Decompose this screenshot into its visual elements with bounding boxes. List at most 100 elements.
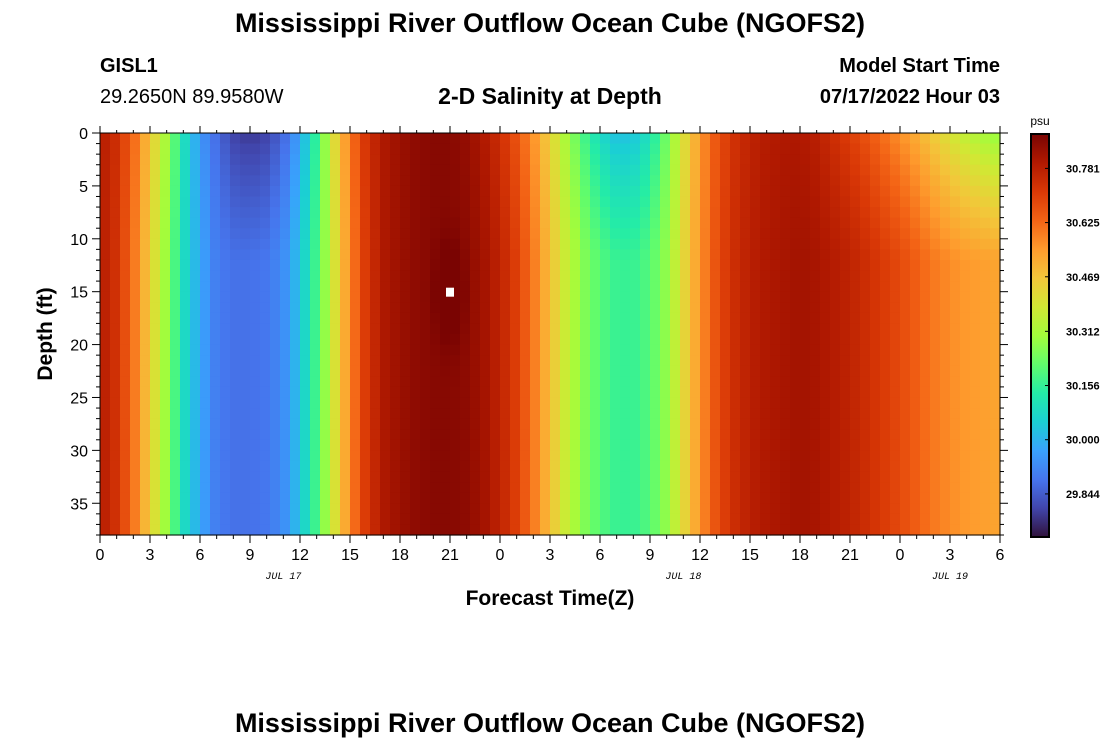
heatmap-cell xyxy=(910,355,921,367)
heatmap-cell xyxy=(400,334,411,346)
heatmap-cell xyxy=(980,460,991,473)
heatmap-cell xyxy=(500,133,511,145)
heatmap-cell xyxy=(870,164,881,176)
heatmap-cell xyxy=(390,386,401,399)
heatmap-cell xyxy=(130,249,141,261)
heatmap-cell xyxy=(810,355,821,367)
heatmap-cell xyxy=(280,164,291,176)
heatmap-cell xyxy=(640,185,651,198)
heatmap-cell xyxy=(680,460,691,473)
heatmap-cell xyxy=(120,429,131,441)
heatmap-cell xyxy=(640,408,651,420)
heatmap-cell xyxy=(620,196,631,208)
heatmap-cell xyxy=(190,513,201,526)
heatmap-cell xyxy=(570,249,581,261)
heatmap-cell xyxy=(720,460,731,473)
heatmap-cell xyxy=(100,408,111,420)
heatmap-cell xyxy=(450,429,461,441)
heatmap-cell xyxy=(180,185,191,198)
heatmap-cell xyxy=(510,164,521,176)
heatmap-cell xyxy=(160,249,171,261)
heatmap-cell xyxy=(870,492,881,504)
heatmap-cell xyxy=(770,217,781,229)
heatmap-cell xyxy=(570,270,581,282)
heatmap-cell xyxy=(480,291,491,303)
heatmap-cell xyxy=(560,312,571,325)
heatmap-cell xyxy=(130,133,141,145)
heatmap-cell xyxy=(220,376,231,388)
heatmap-cell xyxy=(320,281,331,293)
heatmap-cell xyxy=(860,217,871,229)
heatmap-cell xyxy=(400,355,411,367)
heatmap-cell xyxy=(160,323,171,335)
heatmap-cell xyxy=(840,503,851,515)
heatmap-cell xyxy=(660,312,671,325)
heatmap-cell xyxy=(950,259,961,272)
heatmap-cell xyxy=(580,439,591,451)
heatmap-cell xyxy=(130,460,141,473)
heatmap-cell xyxy=(960,334,971,346)
heatmap-cell xyxy=(640,259,651,272)
heatmap-cell xyxy=(370,228,381,240)
heatmap-cell xyxy=(260,365,271,377)
heatmap-cell xyxy=(540,524,551,536)
heatmap-cell xyxy=(700,450,711,462)
heatmap-cell xyxy=(370,196,381,208)
heatmap-cell xyxy=(650,312,661,325)
heatmap-cell xyxy=(710,133,721,145)
heatmap-cell xyxy=(640,175,651,187)
heatmap-cell xyxy=(830,408,841,420)
heatmap-cell xyxy=(830,249,841,261)
heatmap-cell xyxy=(480,196,491,208)
heatmap-cell xyxy=(430,312,441,325)
heatmap-cell xyxy=(150,270,161,282)
heatmap-cell xyxy=(910,492,921,504)
heatmap-cell xyxy=(830,133,841,145)
heatmap-cell xyxy=(860,154,871,166)
heatmap-cell xyxy=(520,471,531,483)
heatmap-cell xyxy=(870,133,881,145)
heatmap-cell xyxy=(270,185,281,198)
heatmap-cell xyxy=(590,450,601,462)
heatmap-cell xyxy=(300,429,311,441)
heatmap-cell xyxy=(650,334,661,346)
heatmap-cell xyxy=(240,344,251,356)
heatmap-cell xyxy=(950,439,961,451)
heatmap-cell xyxy=(550,196,561,208)
heatmap-cell xyxy=(760,259,771,272)
heatmap-cell xyxy=(540,492,551,504)
heatmap-cell xyxy=(860,164,871,176)
heatmap-cell xyxy=(620,460,631,473)
heatmap-cell xyxy=(830,397,841,409)
heatmap-cell xyxy=(770,334,781,346)
heatmap-cell xyxy=(980,471,991,483)
heatmap-cell xyxy=(130,281,141,293)
heatmap-cell xyxy=(890,259,901,272)
heatmap-cell xyxy=(670,133,681,145)
heatmap-cell xyxy=(480,386,491,399)
heatmap-cell xyxy=(180,312,191,325)
heatmap-cell xyxy=(600,376,611,388)
heatmap-cell xyxy=(690,270,701,282)
heatmap-cell xyxy=(820,323,831,335)
heatmap-cell xyxy=(650,175,661,187)
heatmap-cell xyxy=(250,281,261,293)
heatmap-cell xyxy=(730,259,741,272)
heatmap-cell xyxy=(250,460,261,473)
heatmap-cell xyxy=(190,175,201,187)
heatmap-cell xyxy=(340,397,351,409)
heatmap-cell xyxy=(820,418,831,430)
heatmap-cell xyxy=(450,175,461,187)
heatmap-cell xyxy=(760,503,771,515)
heatmap-cell xyxy=(290,482,301,494)
heatmap-cell xyxy=(180,259,191,272)
heatmap-cell xyxy=(480,175,491,187)
heatmap-cell xyxy=(880,386,891,399)
heatmap-cell xyxy=(340,217,351,229)
heatmap-cell xyxy=(580,207,591,219)
heatmap-cell xyxy=(110,143,121,155)
heatmap-cell xyxy=(850,492,861,504)
heatmap-cell xyxy=(660,175,671,187)
heatmap-cell xyxy=(590,281,601,293)
heatmap-cell xyxy=(750,439,761,451)
